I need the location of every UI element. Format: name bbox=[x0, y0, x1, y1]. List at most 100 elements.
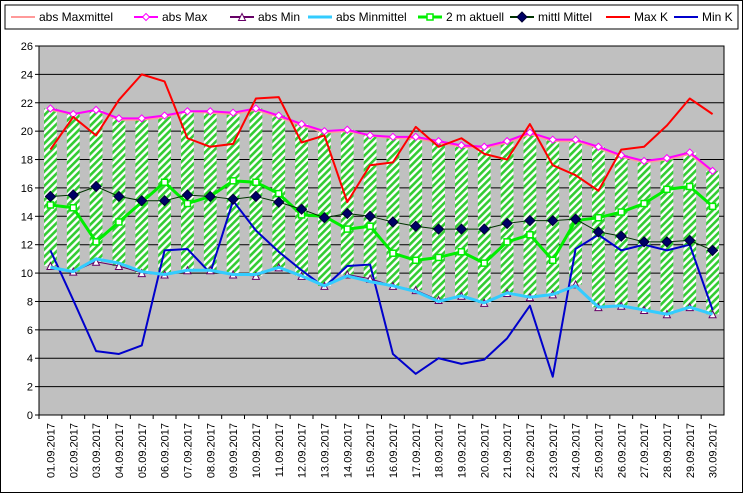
plot-area bbox=[39, 46, 724, 415]
range-band bbox=[432, 141, 445, 301]
x-tick-label: 15.09.2017 bbox=[365, 423, 377, 478]
data-point bbox=[501, 217, 513, 230]
series-layer bbox=[44, 73, 719, 378]
x-tick-label: 19.09.2017 bbox=[456, 423, 468, 478]
y-tick-label: 10 bbox=[21, 268, 33, 280]
data-point bbox=[457, 248, 466, 256]
data-point bbox=[569, 213, 582, 225]
y-tick-label: 6 bbox=[27, 325, 33, 337]
legend-label: Min K bbox=[702, 10, 733, 24]
legend-item-min-k: Min K bbox=[674, 10, 733, 24]
data-point bbox=[160, 178, 169, 186]
series-max-k bbox=[49, 73, 714, 204]
x-tick-label: 12.09.2017 bbox=[297, 423, 309, 478]
data-point bbox=[617, 208, 625, 216]
y-tick-label: 14 bbox=[21, 211, 33, 223]
data-point bbox=[663, 185, 671, 194]
data-point bbox=[274, 111, 283, 120]
data-point bbox=[478, 223, 490, 235]
data-point bbox=[662, 153, 672, 163]
data-point bbox=[524, 214, 536, 227]
x-tick-label: 17.09.2017 bbox=[411, 423, 423, 478]
range-band bbox=[455, 145, 468, 296]
data-point bbox=[366, 222, 374, 230]
range-band bbox=[706, 170, 719, 315]
data-point bbox=[91, 105, 101, 115]
data-point bbox=[160, 111, 169, 120]
data-point bbox=[640, 199, 648, 208]
x-tick-label: 18.09.2017 bbox=[434, 423, 446, 478]
data-point bbox=[615, 230, 627, 242]
data-point bbox=[549, 256, 557, 265]
data-point bbox=[297, 119, 306, 129]
data-point bbox=[206, 107, 215, 116]
legend-label: abs Minmittel bbox=[336, 10, 407, 24]
data-point bbox=[341, 207, 353, 220]
legend-item-abs-maxmittel: abs Maxmittel bbox=[11, 10, 113, 24]
x-tick-label: 09.09.2017 bbox=[228, 423, 240, 478]
x-tick-label: 10.09.2017 bbox=[251, 423, 263, 478]
data-point bbox=[457, 141, 466, 150]
x-tick-label: 02.09.2017 bbox=[68, 423, 80, 478]
series-line bbox=[50, 257, 714, 316]
y-tick-label: 20 bbox=[21, 126, 33, 138]
data-point bbox=[389, 249, 397, 257]
data-point bbox=[639, 156, 649, 166]
y-tick-label: 22 bbox=[21, 98, 33, 110]
data-point bbox=[592, 226, 605, 238]
x-tick-label: 08.09.2017 bbox=[205, 423, 217, 478]
y-tick-label: 12 bbox=[21, 240, 33, 252]
x-tick-label: 22.09.2017 bbox=[525, 423, 537, 478]
data-point bbox=[44, 190, 57, 203]
range-band bbox=[386, 136, 400, 286]
range-band bbox=[44, 108, 57, 266]
data-point bbox=[114, 261, 124, 270]
series-mittl-mittel bbox=[44, 180, 719, 257]
series-abs-minmittel bbox=[50, 257, 714, 316]
data-point bbox=[227, 193, 239, 205]
x-tick-label: 20.09.2017 bbox=[479, 423, 491, 478]
data-point bbox=[706, 244, 719, 257]
data-point bbox=[273, 196, 285, 208]
x-tick-label: 25.09.2017 bbox=[593, 423, 605, 478]
data-point bbox=[686, 182, 694, 191]
data-point bbox=[275, 189, 283, 198]
data-point bbox=[137, 114, 146, 123]
legend-marker bbox=[426, 13, 434, 21]
data-point bbox=[364, 210, 376, 223]
data-point bbox=[250, 190, 262, 203]
data-point bbox=[113, 190, 125, 203]
data-point bbox=[183, 107, 192, 116]
series-min-k bbox=[49, 199, 714, 378]
x-tick-label: 01.09.2017 bbox=[45, 423, 57, 478]
data-point bbox=[638, 236, 650, 248]
legend-label: abs Max bbox=[162, 10, 207, 24]
data-point bbox=[410, 220, 422, 232]
legend-label: abs Maxmittel bbox=[39, 10, 113, 24]
data-point bbox=[365, 131, 375, 140]
legend: abs Maxmittel abs Max abs Min abs Minmittel… bbox=[4, 4, 739, 30]
y-tick-label: 2 bbox=[27, 382, 33, 394]
series-abs-max bbox=[46, 104, 717, 176]
data-point bbox=[343, 225, 351, 233]
x-tick-label: 13.09.2017 bbox=[319, 423, 331, 478]
y-tick-label: 26 bbox=[21, 41, 33, 53]
range-band bbox=[318, 131, 331, 286]
data-point bbox=[503, 238, 511, 246]
data-point bbox=[343, 125, 352, 134]
data-point bbox=[412, 256, 420, 265]
data-point bbox=[69, 204, 77, 212]
legend-item-max-k: Max K bbox=[606, 10, 668, 24]
x-tick-label: 23.09.2017 bbox=[548, 423, 560, 478]
x-tick-label: 21.09.2017 bbox=[502, 423, 514, 478]
data-point bbox=[455, 223, 468, 235]
range-band bbox=[409, 136, 423, 291]
data-point bbox=[228, 108, 238, 117]
x-tick-label: 05.09.2017 bbox=[137, 423, 149, 478]
legend-label: Max K bbox=[634, 10, 668, 24]
data-point bbox=[115, 218, 123, 226]
data-point bbox=[547, 214, 559, 227]
data-point bbox=[685, 148, 694, 157]
